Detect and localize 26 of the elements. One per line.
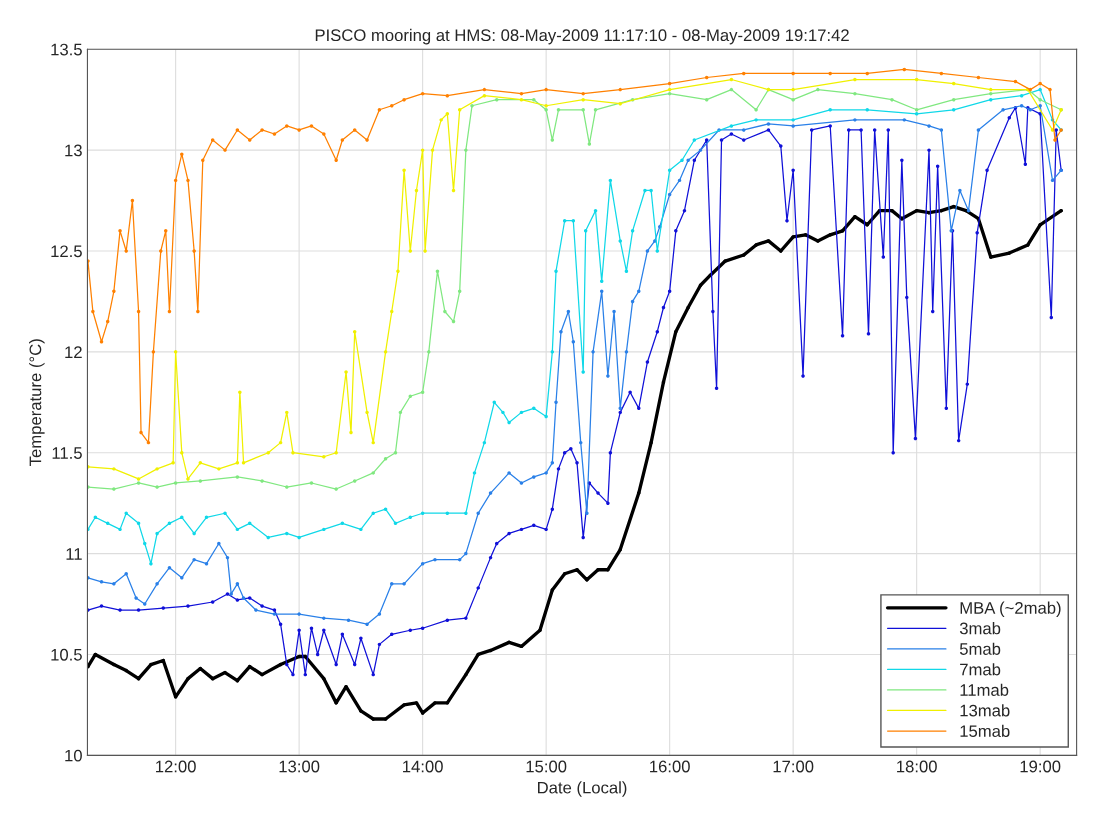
x-tick-label: 17:00 [773,760,814,773]
x-tick-label: 13:00 [279,760,320,773]
x-axis-title: Date (Local) [538,781,627,797]
y-tick-label: 10 [65,749,82,762]
x-tick-label: 19:00 [1020,760,1061,773]
legend-label: 5mab [959,642,1001,655]
x-tick-label: 14:00 [403,760,443,773]
y-tick-label: 11 [66,548,82,560]
y-tick-label: 12.5 [51,245,82,258]
x-tick-label: 15:00 [526,760,567,773]
chart-title: PISCO mooring at HMS: 08-May-2009 11:17:10 - 08-May-2009 19:17:42 [315,28,849,45]
y-tick-label: 11.5 [52,447,82,459]
legend-label: MBA (~2mab) [960,601,1061,618]
x-tick-label: 12:00 [156,760,196,773]
y-tick-label: 10.5 [51,648,82,661]
x-tick-label: 18:00 [897,760,937,773]
y-tick-label: 12 [65,346,82,358]
legend-label: 15mab [960,724,1010,738]
legend-label: 7mab [960,663,1001,676]
legend-label: 11mab [960,683,1009,696]
y-tick-label: 13 [65,144,82,157]
legend-label: 13mab [960,704,1010,717]
y-tick-label: 13.5 [51,43,82,56]
legend-label: 3mab [959,622,1001,635]
x-tick-label: 16:00 [650,760,690,773]
y-axis-title: Temperature (°C) [29,339,45,466]
